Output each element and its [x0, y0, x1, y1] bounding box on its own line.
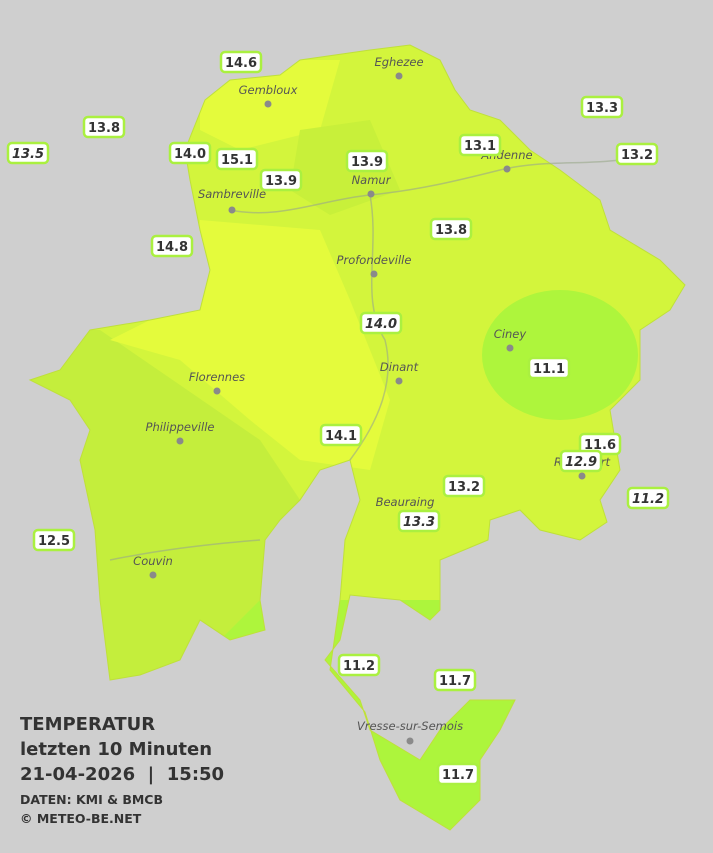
- city-dot: [406, 737, 414, 745]
- city-label: Gembloux: [239, 83, 298, 97]
- station-box: [82, 115, 126, 139]
- station-box: [436, 762, 480, 786]
- city-label: Namur: [352, 173, 392, 187]
- station-value: 11.7: [442, 768, 474, 783]
- station-value: 12.5: [38, 534, 70, 549]
- station-box: [6, 141, 50, 165]
- station-box: [32, 528, 76, 552]
- station-box: [359, 311, 403, 335]
- city-dot: [370, 270, 378, 278]
- station-value: 13.2: [448, 480, 480, 495]
- city-dot: [395, 72, 403, 80]
- station-value: 14.1: [325, 429, 357, 444]
- station-value: 13.8: [88, 121, 120, 136]
- station-value: 11.6: [584, 438, 616, 453]
- city-label: Philippeville: [146, 420, 215, 434]
- station-value: 13.3: [586, 101, 618, 116]
- city-label: Ciney: [494, 327, 527, 341]
- city-label: Eghezee: [374, 55, 423, 69]
- station-box: [337, 653, 381, 677]
- station-value: 13.8: [435, 223, 467, 238]
- station-box: [219, 50, 263, 74]
- station-box: [527, 356, 571, 380]
- station-value: 13.5: [12, 147, 44, 162]
- city-label: Couvin: [133, 554, 173, 568]
- city-label: Vresse-sur-Semois: [357, 719, 463, 733]
- legend-block: TEMPERATUR letzten 10 Minuten 21-04-2026…: [20, 714, 224, 826]
- station-box: [429, 217, 473, 241]
- city-label: Florennes: [189, 370, 245, 384]
- datetime: 21-04-2026 | 15:50: [20, 764, 224, 785]
- station-value: 11.7: [439, 674, 471, 689]
- city-label: Profondeville: [337, 253, 412, 267]
- station-value: 14.8: [156, 240, 188, 255]
- city-dot: [367, 190, 375, 198]
- city-dot: [578, 472, 586, 480]
- station-value: 13.1: [464, 139, 496, 154]
- city-dot: [213, 387, 221, 395]
- station-value: 13.2: [621, 148, 653, 163]
- station-value: 13.9: [265, 174, 297, 189]
- city-dot: [395, 377, 403, 385]
- rivers: [109, 159, 621, 561]
- city-label: Sambreville: [198, 187, 266, 201]
- period: letzten 10 Minuten: [20, 739, 212, 760]
- station-box: [259, 168, 303, 192]
- station-box: [626, 486, 670, 510]
- station-value: 14.6: [225, 56, 257, 71]
- cities: EghezeeGemblouxAndenneNamurSambrevillePr…: [133, 55, 611, 745]
- heading: TEMPERATUR: [20, 714, 155, 735]
- station-box: [559, 449, 603, 473]
- station-value: 14.0: [365, 317, 397, 332]
- station-value: 13.3: [403, 515, 435, 530]
- city-dot: [149, 571, 157, 579]
- source: DATEN: KMI & BMCB: [20, 792, 163, 807]
- station-box: [458, 133, 502, 157]
- city-dot: [503, 165, 511, 173]
- station-box: [319, 423, 363, 447]
- copyright: © METEO-BE.NET: [20, 811, 142, 826]
- station-box: [168, 141, 212, 165]
- city-label: Dinant: [380, 360, 419, 374]
- city-dot: [228, 206, 236, 214]
- station-box: [442, 474, 486, 498]
- station-value: 14.0: [174, 147, 206, 162]
- city-dot: [506, 344, 514, 352]
- station-box: [150, 234, 194, 258]
- station-box: [615, 142, 659, 166]
- station-box: [345, 149, 389, 173]
- city-dot: [176, 437, 184, 445]
- city-dot: [264, 100, 272, 108]
- station-value: 12.9: [565, 455, 597, 470]
- stations: 14.6 13.8 13.5 14.0 15.1 13.9 13.9 13.1 13.3 13.2…: [6, 50, 670, 786]
- station-value: 11.2: [343, 659, 375, 674]
- city-label: Beauraing: [376, 495, 435, 509]
- station-box: [215, 147, 259, 171]
- station-box: [433, 668, 477, 692]
- station-value: 11.1: [533, 362, 565, 377]
- station-value: 15.1: [221, 153, 253, 168]
- station-box: [580, 95, 624, 119]
- station-value: 11.2: [632, 492, 664, 507]
- station-box: [397, 509, 441, 533]
- station-value: 13.9: [351, 155, 383, 170]
